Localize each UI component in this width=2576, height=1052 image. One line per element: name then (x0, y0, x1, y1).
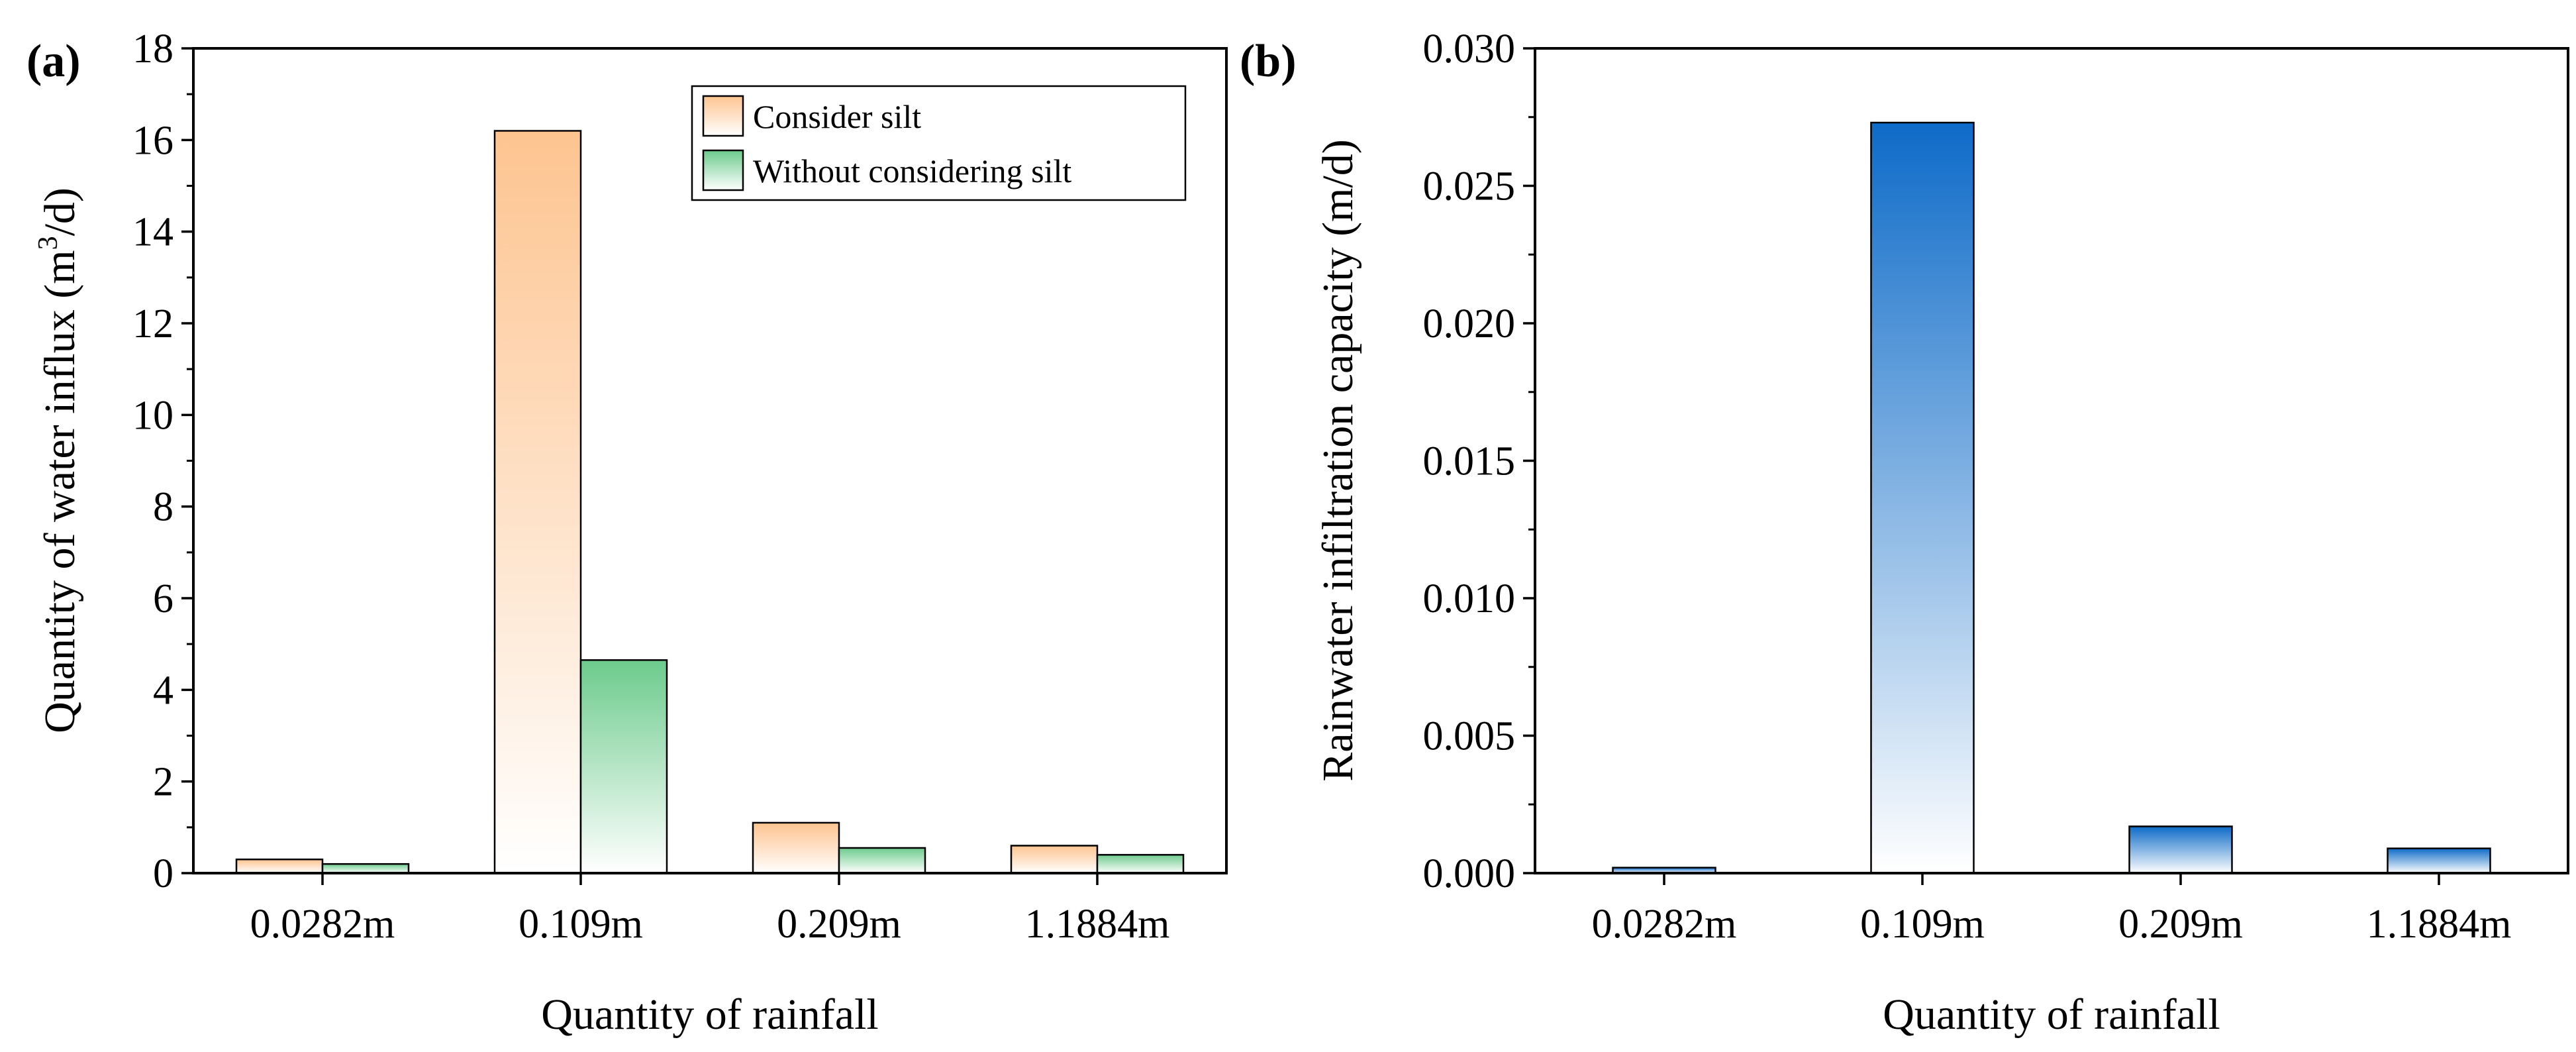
legend-frame (691, 85, 1187, 201)
y-tick-label: 0.010 (1423, 576, 1516, 621)
bar-without-considering-silt-0-209m (838, 847, 926, 874)
panel-a-x-ticks: 0.0282m 0.109m 0.209m 1.1884m (250, 873, 1170, 947)
bar-rainwater-infiltration-capacity-1-1884m (2387, 847, 2491, 874)
panel-a-y-axis-title-main: Quantity of water influx (m (36, 250, 84, 733)
x-tick-label: 0.109m (519, 902, 643, 947)
bar-without-considering-silt-0-0282m (321, 863, 410, 874)
y-tick-label: 0.030 (1423, 26, 1516, 72)
panel-b-bars (1612, 121, 2491, 874)
panel-b-x-ticks: 0.0282m 0.109m 0.209m 1.1884m (1592, 873, 2512, 947)
panel-a-legend: Consider silt Without considering silt (691, 85, 1187, 201)
panel-a-label: (a) (26, 36, 81, 87)
y-tick-label: 0 (153, 851, 173, 896)
bar-consider-silt-0-0282m (235, 859, 324, 874)
y-tick-label: 0.020 (1423, 301, 1516, 346)
bar-consider-silt-0-209m (752, 821, 840, 874)
y-tick-label: 0.005 (1423, 714, 1516, 759)
panel-a-y-axis-title-superscript: 3 (33, 236, 64, 250)
y-tick-label: 0.015 (1423, 439, 1516, 484)
panel-b-chart: (b) 0.0000.0050.0100.0150.0200.0250.030 … (1240, 26, 2569, 1039)
bar-rainwater-infiltration-capacity-0-109m (1870, 121, 1975, 874)
legend-label-consider-silt: Consider silt (753, 98, 921, 135)
panel-a-y-ticks: 0 2 4 6 8 10 12 14 16 18 (132, 26, 193, 896)
x-tick-label: 1.1884m (1025, 902, 1170, 947)
y-tick-label: 4 (153, 668, 173, 713)
panel-b-y-axis-title: Rainwater infiltration capacity (m/d) (1314, 139, 1362, 781)
legend-swatch-without-silt (702, 149, 744, 191)
panel-a-bars (235, 130, 1185, 874)
bar-without-considering-silt-1-1884m (1096, 854, 1185, 874)
panel-b-x-axis-title: Quantity of rainfall (1883, 990, 2220, 1039)
bar-consider-silt-1-1884m (1010, 845, 1099, 874)
bar-without-considering-silt-0-109m (579, 659, 668, 874)
panel-a-y-axis-title-tail: /d) (36, 187, 84, 236)
panel-b-y-ticks: 0.000 0.005 0.010 0.015 0.020 0.025 0.030 (1423, 26, 1535, 896)
panel-a-x-axis-title: Quantity of rainfall (541, 990, 879, 1039)
legend-swatch-consider-silt (702, 95, 744, 137)
x-tick-label: 0.109m (1860, 902, 1985, 947)
panel-a-chart: (a) 0 2 4 6 8 10 12 14 16 18 0.0282m 0.109m 0.209m 1… (26, 26, 1228, 1039)
x-tick-label: 0.209m (777, 902, 901, 947)
y-tick-label: 16 (132, 118, 173, 163)
y-tick-label: 18 (132, 26, 173, 72)
x-tick-label: 0.0282m (250, 902, 395, 947)
y-tick-label: 12 (132, 301, 173, 346)
y-tick-label: 0.000 (1423, 851, 1516, 896)
bar-rainwater-infiltration-capacity-0-209m (2128, 825, 2233, 874)
y-tick-label: 6 (153, 576, 173, 621)
y-tick-label: 2 (153, 760, 173, 805)
panel-a-y-axis-title: Quantity of water influx (m3/d) (33, 187, 84, 733)
x-tick-label: 1.1884m (2367, 902, 2512, 947)
panel-b-label: (b) (1240, 36, 1297, 87)
y-tick-label: 10 (132, 393, 173, 438)
legend-label-without-silt: Without considering silt (753, 152, 1071, 189)
x-tick-label: 0.209m (2118, 902, 2243, 947)
y-tick-label: 14 (132, 210, 173, 255)
bar-consider-silt-0-109m (493, 130, 582, 874)
y-tick-label: 0.025 (1423, 164, 1516, 209)
x-tick-label: 0.0282m (1592, 902, 1737, 947)
y-tick-label: 8 (153, 485, 173, 530)
panel-b-plot-frame (1534, 47, 2569, 874)
